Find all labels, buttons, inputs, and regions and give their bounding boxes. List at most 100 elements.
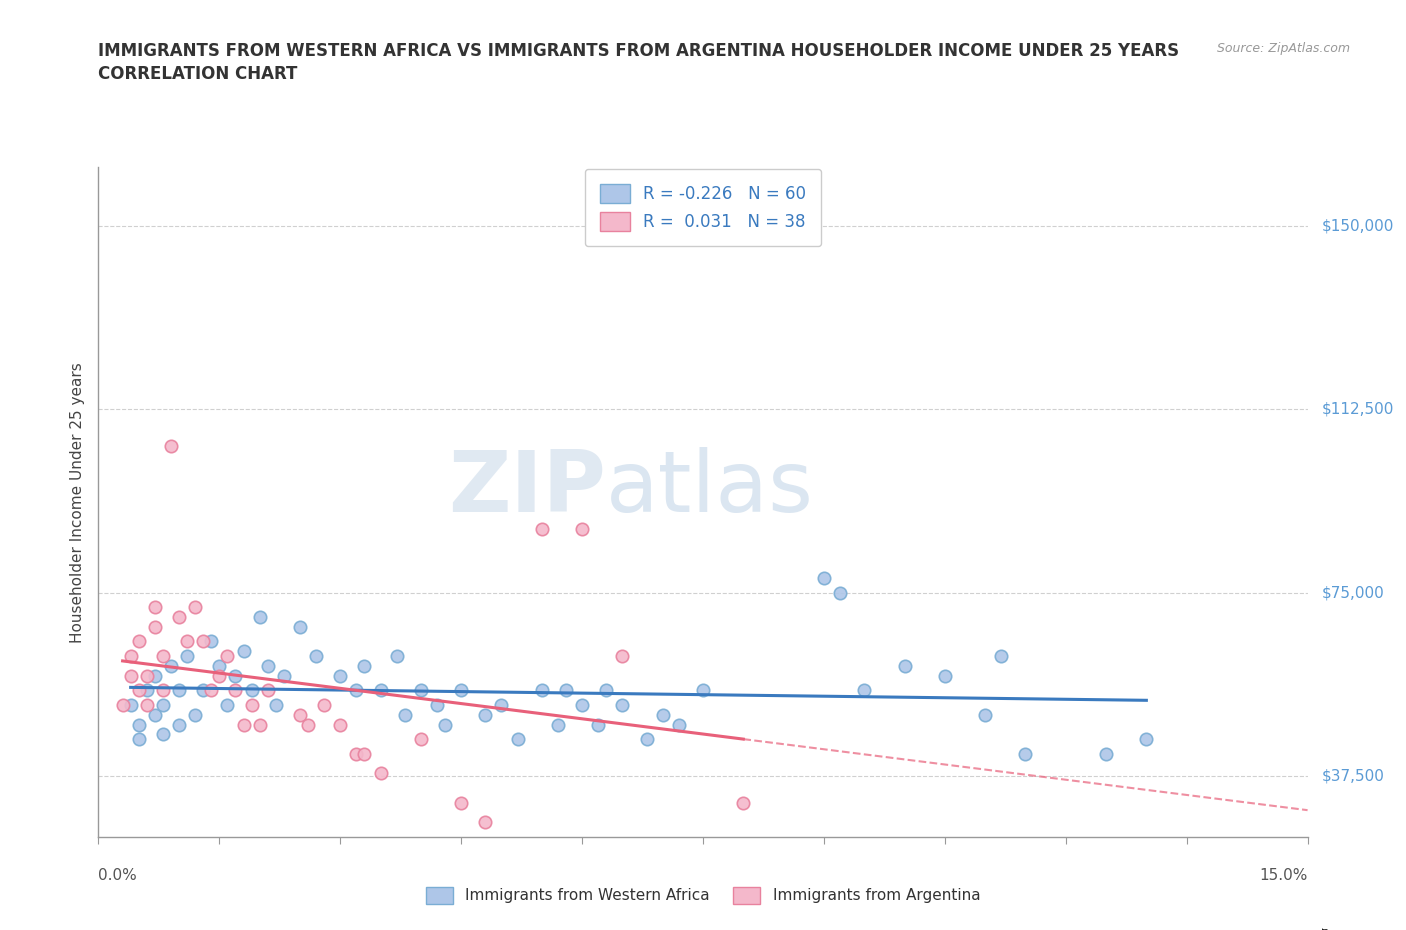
Point [344, 747, 367, 762]
Point [329, 717, 352, 732]
Point [314, 698, 336, 712]
Point [394, 708, 416, 723]
Point [595, 683, 617, 698]
Point [990, 649, 1012, 664]
Point [612, 698, 634, 712]
Point [152, 727, 174, 742]
Point [200, 634, 222, 649]
Text: $75,000: $75,000 [1322, 585, 1385, 600]
Point [571, 522, 593, 537]
Point [208, 658, 231, 673]
Text: ZIP: ZIP [449, 447, 606, 530]
Y-axis label: Householder Income Under 25 years: Householder Income Under 25 years [70, 362, 86, 643]
Point [143, 669, 166, 684]
Point [128, 683, 150, 698]
Point [249, 610, 271, 625]
Point [547, 717, 569, 732]
Point [344, 683, 367, 698]
Point [426, 698, 449, 712]
Point [143, 600, 166, 615]
Point [143, 619, 166, 634]
Point [409, 732, 432, 747]
Point [120, 669, 142, 684]
Point [152, 698, 174, 712]
Point [193, 634, 215, 649]
Point [176, 649, 198, 664]
Point [555, 683, 578, 698]
Point [1014, 747, 1036, 762]
Text: 15.0%: 15.0% [1260, 868, 1308, 883]
Point [208, 669, 231, 684]
Point [733, 795, 755, 810]
Point [232, 644, 254, 658]
Point [571, 698, 593, 712]
Text: $112,500: $112,500 [1322, 928, 1329, 930]
Point [668, 717, 690, 732]
Point [232, 717, 254, 732]
Point [111, 698, 134, 712]
Point [193, 683, 215, 698]
Point [651, 708, 673, 723]
Point [167, 610, 190, 625]
Point [1095, 747, 1118, 762]
Point [273, 669, 295, 684]
Point [128, 717, 150, 732]
Point [256, 658, 278, 673]
Text: $37,500: $37,500 [1322, 768, 1385, 783]
Point [853, 683, 876, 698]
Text: 0.0%: 0.0% [98, 868, 138, 883]
Point [934, 669, 956, 684]
Point [974, 708, 997, 723]
Point [329, 669, 352, 684]
Point [586, 717, 609, 732]
Point [120, 649, 142, 664]
Point [353, 658, 375, 673]
Point [135, 683, 157, 698]
Point [200, 683, 222, 698]
Point [530, 522, 553, 537]
Point [692, 683, 714, 698]
Point [128, 732, 150, 747]
Point [370, 683, 392, 698]
Legend: Immigrants from Western Africa, Immigrants from Argentina: Immigrants from Western Africa, Immigran… [419, 881, 987, 910]
Text: CORRELATION CHART: CORRELATION CHART [98, 65, 298, 83]
Point [491, 698, 513, 712]
Point [409, 683, 432, 698]
Text: $112,500: $112,500 [1322, 402, 1393, 417]
Text: $37,500: $37,500 [1322, 928, 1327, 930]
Point [240, 683, 263, 698]
Text: $150,000: $150,000 [1322, 928, 1329, 930]
Point [167, 717, 190, 732]
Point [813, 570, 835, 585]
Text: Source: ZipAtlas.com: Source: ZipAtlas.com [1216, 42, 1350, 55]
Point [828, 585, 851, 600]
Text: $75,000: $75,000 [1322, 928, 1327, 930]
Point [450, 795, 472, 810]
Text: IMMIGRANTS FROM WESTERN AFRICA VS IMMIGRANTS FROM ARGENTINA HOUSEHOLDER INCOME U: IMMIGRANTS FROM WESTERN AFRICA VS IMMIGR… [98, 42, 1180, 60]
Point [240, 698, 263, 712]
Point [636, 732, 658, 747]
Point [217, 698, 239, 712]
Point [217, 649, 239, 664]
Point [143, 708, 166, 723]
Point [128, 634, 150, 649]
Point [893, 658, 915, 673]
Point [530, 683, 553, 698]
Point [152, 683, 174, 698]
Point [474, 708, 496, 723]
Point [450, 683, 472, 698]
Point [370, 766, 392, 781]
Point [264, 698, 287, 712]
Point [120, 698, 142, 712]
Point [434, 717, 457, 732]
Point [224, 669, 246, 684]
Point [184, 600, 207, 615]
Text: atlas: atlas [606, 447, 814, 530]
Point [385, 649, 408, 664]
Point [474, 815, 496, 830]
Point [184, 708, 207, 723]
Text: $150,000: $150,000 [1322, 219, 1393, 233]
Point [249, 717, 271, 732]
Point [297, 717, 319, 732]
Point [305, 649, 328, 664]
